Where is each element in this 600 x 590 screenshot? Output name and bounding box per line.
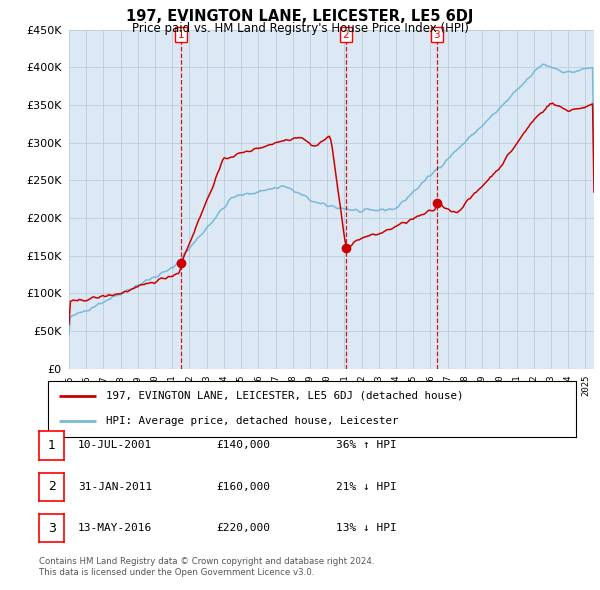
Text: 2: 2 xyxy=(343,30,349,40)
Text: £220,000: £220,000 xyxy=(216,523,270,533)
Text: Contains HM Land Registry data © Crown copyright and database right 2024.: Contains HM Land Registry data © Crown c… xyxy=(39,558,374,566)
Text: 2: 2 xyxy=(47,480,56,493)
Text: £160,000: £160,000 xyxy=(216,482,270,491)
Text: £140,000: £140,000 xyxy=(216,441,270,450)
Text: 31-JAN-2011: 31-JAN-2011 xyxy=(78,482,152,491)
Text: 197, EVINGTON LANE, LEICESTER, LE5 6DJ (detached house): 197, EVINGTON LANE, LEICESTER, LE5 6DJ (… xyxy=(106,391,464,401)
Text: 36% ↑ HPI: 36% ↑ HPI xyxy=(336,441,397,450)
Text: 3: 3 xyxy=(47,522,56,535)
Text: 13% ↓ HPI: 13% ↓ HPI xyxy=(336,523,397,533)
Text: 197, EVINGTON LANE, LEICESTER, LE5 6DJ: 197, EVINGTON LANE, LEICESTER, LE5 6DJ xyxy=(127,9,473,24)
Text: 21% ↓ HPI: 21% ↓ HPI xyxy=(336,482,397,491)
Text: 1: 1 xyxy=(47,439,56,452)
Text: This data is licensed under the Open Government Licence v3.0.: This data is licensed under the Open Gov… xyxy=(39,568,314,577)
Text: 3: 3 xyxy=(434,30,440,40)
Text: HPI: Average price, detached house, Leicester: HPI: Average price, detached house, Leic… xyxy=(106,417,398,427)
Text: 13-MAY-2016: 13-MAY-2016 xyxy=(78,523,152,533)
Text: 1: 1 xyxy=(178,30,185,40)
Text: 10-JUL-2001: 10-JUL-2001 xyxy=(78,441,152,450)
Text: Price paid vs. HM Land Registry's House Price Index (HPI): Price paid vs. HM Land Registry's House … xyxy=(131,22,469,35)
